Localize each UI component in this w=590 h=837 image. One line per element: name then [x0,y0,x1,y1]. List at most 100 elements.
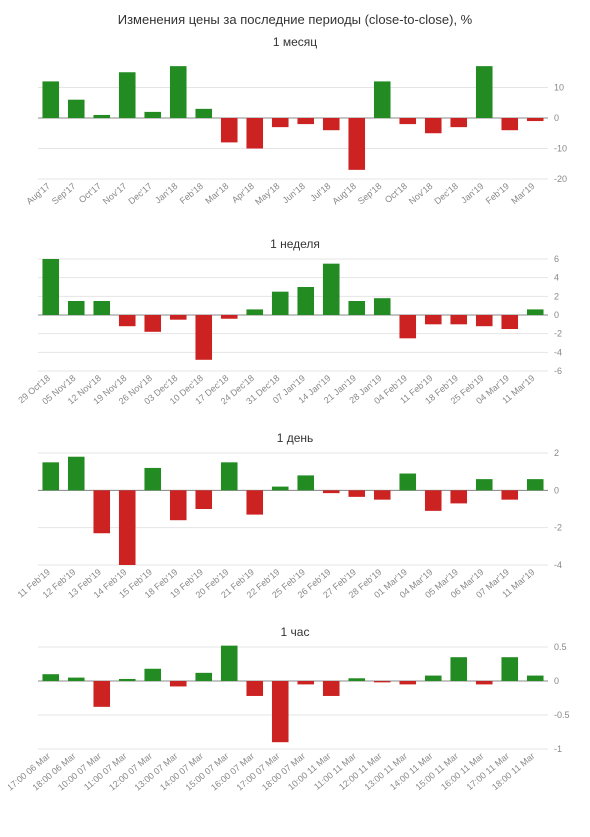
bar [93,681,110,707]
bar [246,681,263,696]
bar [246,309,263,315]
bar [374,298,391,315]
xtick-label: Nov'17 [101,181,129,206]
bar [297,287,314,315]
panel-hour: 1 час -1-0.500.517:00 06 Mar18:00 06 Mar… [8,625,582,813]
bar [42,259,59,315]
chart-wrap: -1-0.500.517:00 06 Mar18:00 06 Mar10:00 … [8,641,582,813]
bar [348,678,365,681]
bar [221,646,238,681]
panels-container: 1 месяц -20-10010Aug'17Sep'17Oct'17Nov'1… [8,35,582,813]
xtick-label: Jan'18 [153,181,180,206]
bar [501,657,518,681]
bar [297,681,314,684]
bar [501,490,518,499]
panel-week: 1 неделя -6-4-2024629 Oct'1805 Nov'1812 … [8,237,582,425]
bar [144,468,161,490]
panel-title: 1 месяц [8,35,582,49]
bar [450,315,467,324]
xtick-label: Nov'18 [407,181,435,206]
panel-title: 1 час [8,625,582,639]
bar [450,118,467,127]
ytick-label: -1 [554,744,562,754]
bar [170,490,187,520]
bar [119,679,136,681]
bar [68,678,85,681]
xtick-label: Jun'18 [280,181,307,206]
bar [246,490,263,514]
bar [119,490,136,565]
panel-title: 1 неделя [8,237,582,251]
bar [399,681,416,684]
bar [68,100,85,118]
bar [272,487,289,491]
bar [348,301,365,315]
bar [374,81,391,118]
bar [68,457,85,491]
xtick-label: Feb'18 [178,181,205,206]
xtick-label: Sep'18 [356,181,384,206]
bar [297,475,314,490]
bar [501,118,518,130]
bar [144,669,161,681]
bar [476,479,493,490]
bar [527,309,544,315]
bar [527,118,544,121]
bar [119,315,136,326]
bar [527,676,544,681]
xtick-label: Aug'17 [24,181,52,206]
bar [144,112,161,118]
bar [399,315,416,338]
xtick-label: Mar'18 [203,181,230,206]
ytick-label: -20 [554,174,567,184]
xtick-label: Mar'19 [509,181,536,206]
bar [323,264,340,315]
ytick-label: 6 [554,254,559,264]
bar [450,657,467,681]
bar [450,490,467,503]
bar [221,462,238,490]
chart-svg-month: -20-10010Aug'17Sep'17Oct'17Nov'17Dec'17J… [8,51,582,231]
bar [527,479,544,490]
bar [68,301,85,315]
bar [272,292,289,315]
panel-day: 1 день -4-20211 Feb'1912 Feb'1913 Feb'19… [8,431,582,619]
xtick-label: Feb'19 [484,181,511,206]
ytick-label: 0 [554,485,559,495]
bar [425,676,442,681]
bar [323,118,340,130]
bar [144,315,161,332]
bar [42,462,59,490]
bar [221,315,238,319]
bar [42,674,59,681]
chart-svg-day: -4-20211 Feb'1912 Feb'1913 Feb'1914 Feb'… [8,447,582,619]
xtick-label: Dec'18 [432,181,460,206]
xtick-label: Oct'17 [77,181,103,205]
ytick-label: 10 [554,83,564,93]
bar [170,66,187,118]
bar [374,490,391,499]
bar [476,681,493,684]
ytick-label: -2 [554,523,562,533]
xtick-label: Jul'18 [308,181,332,204]
bar [195,315,212,360]
panel-month: 1 месяц -20-10010Aug'17Sep'17Oct'17Nov'1… [8,35,582,231]
bar [323,681,340,696]
bar [476,315,493,326]
bar [425,490,442,511]
bar [170,681,187,686]
ytick-label: -2 [554,329,562,339]
ytick-label: -4 [554,347,562,357]
bar [93,115,110,118]
bar [399,118,416,124]
panel-title: 1 день [8,431,582,445]
xtick-label: May'18 [253,181,281,207]
bar [476,66,493,118]
xtick-label: Sep'17 [50,181,78,206]
bar [425,118,442,133]
bar [195,490,212,509]
bar [425,315,442,324]
xtick-label: Aug'18 [330,181,358,206]
page-title: Изменения цены за последние периоды (clo… [8,12,582,27]
bar [272,118,289,127]
